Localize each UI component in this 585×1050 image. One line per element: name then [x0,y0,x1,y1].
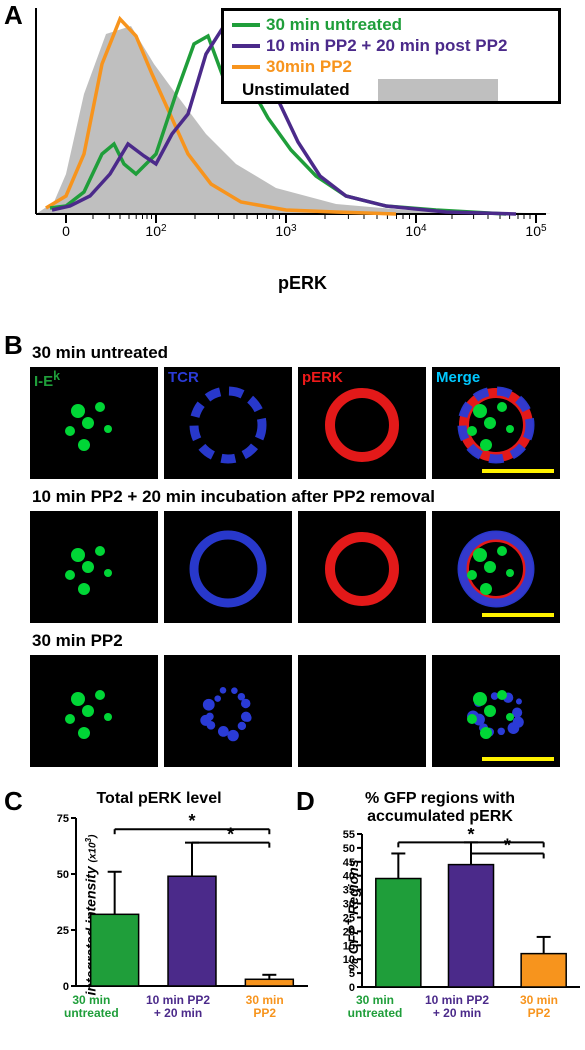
micro-row-title: 30 min PP2 [32,631,570,651]
bar [245,979,293,986]
svg-text:45: 45 [343,857,355,869]
scale-bar [482,613,554,617]
panel-b-label: B [4,330,23,361]
svg-text:10: 10 [343,954,355,966]
micro-cell [298,511,426,623]
panel-c-chart-svg: 0 25 50 75 * * [48,812,308,992]
micro-row-title: 30 min untreated [32,343,570,363]
channel-tag: I-Ek [34,369,60,390]
bar [168,876,216,986]
channel-tag: pERK [302,369,343,386]
bar-xlabel: 30 min untreated [334,994,416,1019]
bar [376,879,421,987]
micro-cell [432,511,560,623]
panel-a-legend: 30 min untreated10 min PP2 + 20 min post… [221,8,561,104]
svg-text:30: 30 [343,899,355,911]
svg-text:0: 0 [62,223,70,238]
panel-d-title: % GFP regions with accumulated pERK [300,790,580,825]
micro-cell [164,511,292,623]
channel-tag: TCR [168,369,199,386]
svg-text:40: 40 [343,871,355,883]
svg-text:*: * [227,825,234,845]
svg-text:5: 5 [349,968,355,980]
micro-cell: TCR [164,367,292,479]
panel-d-chart-svg: 0 5 10 15 20 2530 35 40 45 50 55 * * [334,828,580,993]
micro-cell [30,511,158,623]
channel-tag: Merge [436,369,480,386]
svg-text:*: * [188,812,195,831]
legend-unstim: Unstimulated [232,79,550,101]
micro-cell: Merge [432,367,560,479]
svg-text:102: 102 [145,223,167,239]
micro-cell [432,655,560,767]
svg-text:103: 103 [275,223,297,239]
bar-xlabel: 10 min PP2 + 20 min [416,994,498,1019]
svg-text:*: * [504,835,511,855]
svg-text:50: 50 [343,843,355,855]
micro-cell: pERK [298,367,426,479]
svg-text:50: 50 [57,869,69,881]
bar-xlabel: 10 min PP2 + 20 min [135,994,222,1019]
svg-text:105: 105 [525,223,547,239]
panel-c: Total pERK level integrated intensity (x… [14,790,304,1040]
bar [448,865,493,987]
svg-text:104: 104 [405,223,427,239]
svg-text:55: 55 [343,829,355,841]
panel-b: 30 min untreated I-Ek TCR pERK Merge 10 min P… [30,335,570,767]
panel-c-title: Total pERK level [14,790,304,808]
svg-text:35: 35 [343,885,355,897]
scale-bar [482,469,554,473]
micro-row [30,511,570,623]
panel-d: % GFP regions with accumulated pERK % GF… [300,790,580,1040]
bar [91,914,139,986]
micro-cell [30,655,158,767]
panel-a: 0 102 103 104 105 30 min untreated10 min PP2… [30,8,575,288]
svg-text:0: 0 [63,981,69,992]
micro-cell [164,655,292,767]
svg-text:0: 0 [349,982,355,993]
panel-a-label: A [4,0,23,31]
panel-a-xlabel: pERK [278,273,327,294]
svg-text:25: 25 [343,912,355,924]
micro-row: I-Ek TCR pERK Merge [30,367,570,479]
legend-item: 10 min PP2 + 20 min post PP2 [232,36,550,56]
bar-xlabel: 30 min PP2 [221,994,308,1019]
micro-row [30,655,570,767]
scale-bar [482,757,554,761]
svg-text:25: 25 [57,925,69,937]
panel-c-xlabels: 30 min untreated10 min PP2 + 20 min30 mi… [48,994,308,1019]
micro-cell: I-Ek [30,367,158,479]
micro-row-title: 10 min PP2 + 20 min incubation after PP2… [32,487,570,507]
micro-cell [298,655,426,767]
panel-d-xlabels: 30 min untreated10 min PP2 + 20 min30 mi… [334,994,580,1019]
legend-item: 30min PP2 [232,57,550,77]
svg-text:15: 15 [343,940,355,952]
svg-text:75: 75 [57,813,69,825]
bar-xlabel: 30 min PP2 [498,994,580,1019]
svg-text:*: * [467,828,474,844]
bar-xlabel: 30 min untreated [48,994,135,1019]
legend-item: 30 min untreated [232,15,550,35]
svg-text:20: 20 [343,926,355,938]
bar [521,954,566,987]
